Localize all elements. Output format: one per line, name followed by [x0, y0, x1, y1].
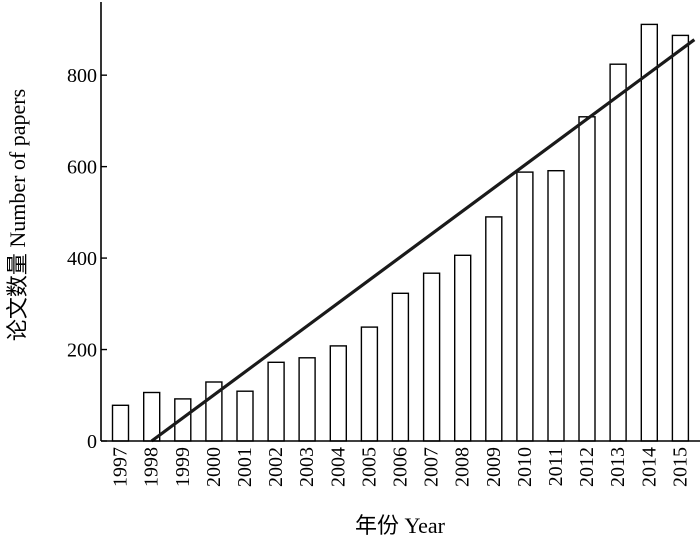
x-tick-label: 2010 [514, 447, 536, 487]
bar-1998 [142, 391, 161, 442]
bar-2007 [422, 272, 441, 442]
bar-2010 [516, 171, 534, 442]
x-tick-label: 2005 [358, 447, 380, 487]
bar-2012 [578, 116, 596, 442]
y-tick-label: 200 [67, 340, 97, 362]
x-axis-ticks: 1997 1998 1999 2000 2001 2002 2003 2004 2005 2006… [110, 447, 692, 487]
x-tick-label: 2013 [607, 447, 629, 487]
x-tick-label: 2009 [483, 447, 505, 487]
y-tick-label: 400 [67, 248, 97, 270]
x-tick-label: 2008 [452, 447, 474, 487]
x-tick-label: 1998 [141, 447, 163, 487]
y-tick-label: 800 [67, 65, 97, 87]
x-tick-label: 2002 [265, 447, 287, 487]
x-tick-label: 1999 [172, 447, 194, 487]
bar-2009 [485, 216, 503, 442]
x-tick-label: 2014 [638, 447, 660, 487]
bar-2003 [298, 357, 316, 442]
bar-2008 [454, 254, 472, 442]
y-tick-label: 0 [87, 431, 97, 453]
x-tick-label: 2011 [545, 447, 567, 486]
bar-2011 [547, 169, 565, 442]
y-axis-ticks: 0 200 400 600 800 [67, 65, 107, 453]
x-tick-label: 2006 [389, 447, 411, 487]
x-tick-label: 2012 [576, 447, 598, 487]
trendline [150, 38, 696, 443]
x-tick-label: 2004 [327, 447, 349, 487]
bar-2005 [360, 326, 379, 442]
x-tick-label: 2015 [669, 447, 691, 487]
bar-2002 [267, 361, 285, 442]
bar-2004 [329, 345, 347, 442]
bar-2006 [391, 292, 410, 442]
x-tick-label: 2000 [203, 447, 225, 487]
y-tick-label: 600 [67, 157, 97, 179]
y-axis-title: 论文数量 Number of papers [5, 89, 30, 341]
x-tick-label: 2003 [296, 447, 318, 487]
bar-2014 [640, 23, 658, 442]
x-tick-label: 2001 [234, 447, 256, 487]
bars-group [111, 23, 690, 442]
bar-2013 [609, 63, 627, 442]
bar-1997 [111, 404, 130, 442]
bar-2001 [236, 390, 254, 442]
bar-2015 [671, 34, 690, 442]
x-tick-label: 1997 [110, 447, 132, 487]
x-tick-label: 2007 [421, 447, 443, 487]
x-axis-title: 年份 Year [355, 513, 446, 538]
